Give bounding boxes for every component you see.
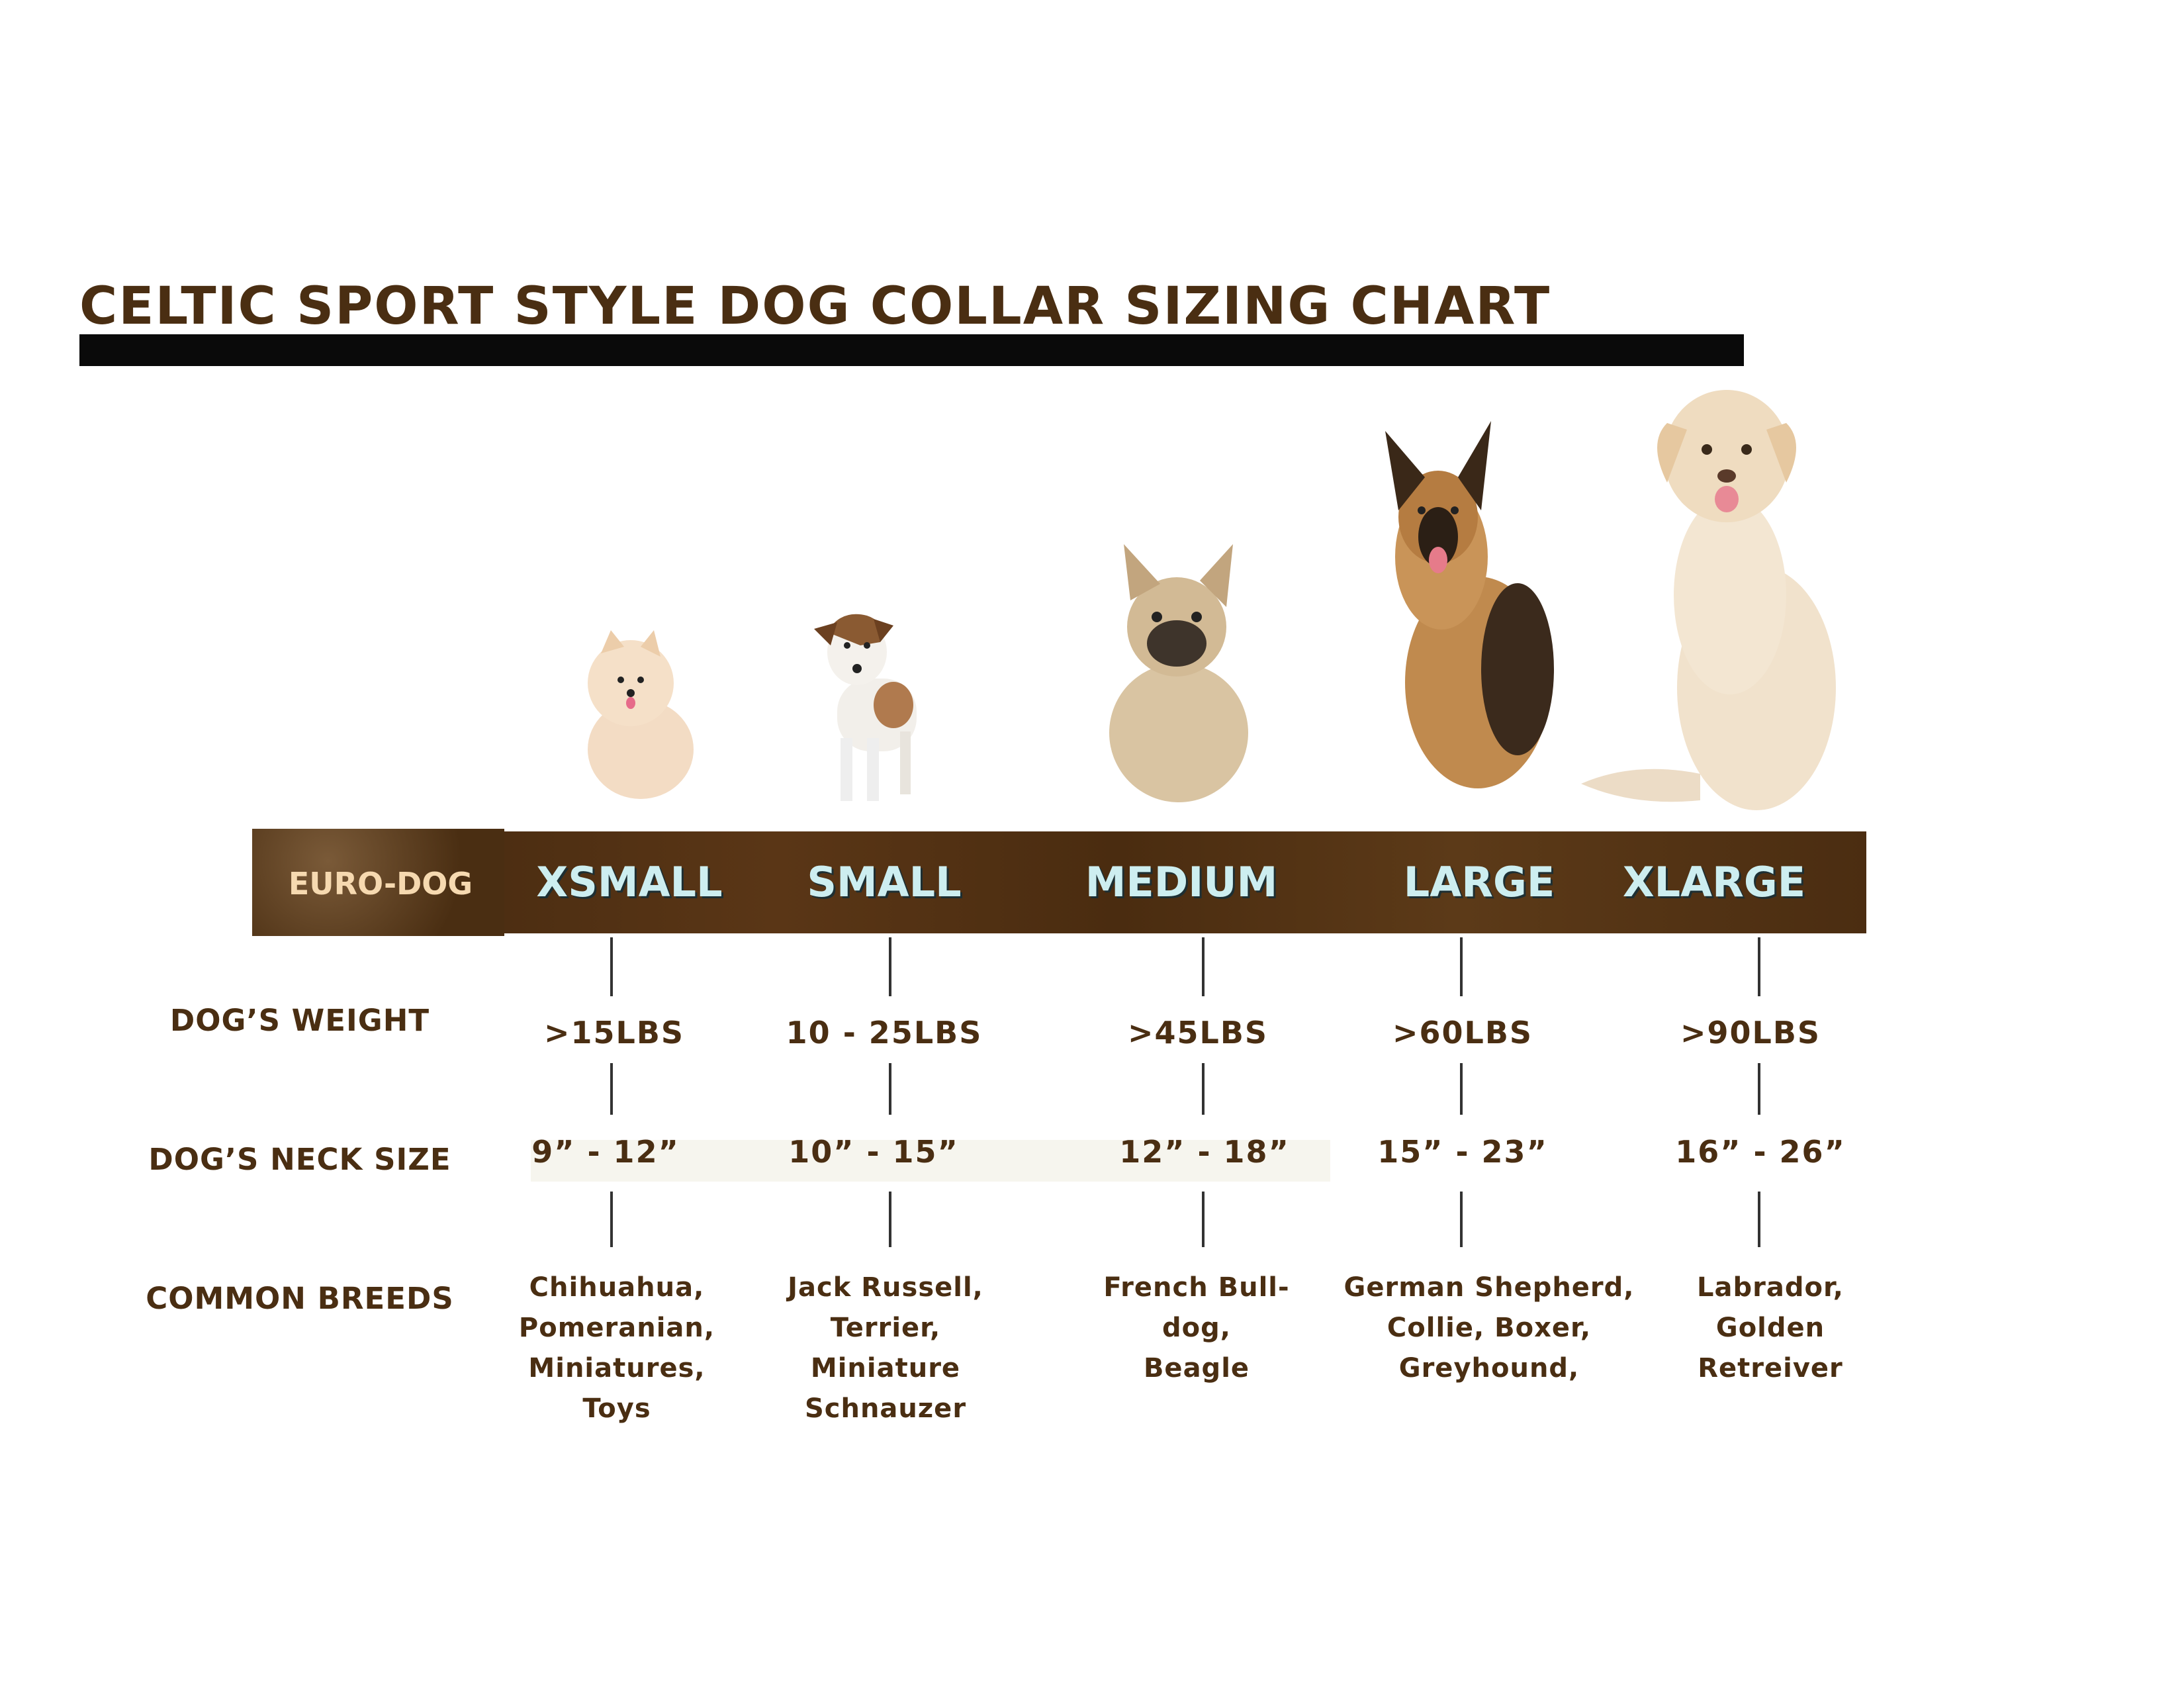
weight-row-label: DOG’S WEIGHT [169, 1003, 430, 1038]
size-small: SMALL [807, 858, 961, 906]
connector-line [1202, 937, 1205, 996]
breed-line: Toys [582, 1393, 651, 1424]
connector-line [1460, 1063, 1463, 1115]
jack-russell-photo [814, 614, 917, 801]
breed-line: Greyhound, [1398, 1353, 1580, 1383]
breed-line: Miniature [810, 1353, 961, 1383]
title-underline-bar [79, 334, 1744, 366]
breed-list: Jack Russell, Terrier, Miniature Schnauzer [788, 1268, 983, 1429]
breed-list: Labrador, Golden Retreiver [1697, 1268, 1844, 1389]
breed-line: French Bull- [1103, 1272, 1290, 1303]
breed-line: Collie, Boxer, [1387, 1313, 1592, 1343]
connector-line [1202, 1192, 1205, 1247]
size-label: SMALL [807, 858, 962, 906]
connector-line [1758, 1192, 1760, 1247]
connector-line [1460, 1192, 1463, 1247]
brand-badge [252, 829, 504, 936]
breed-line: Pomeranian, [518, 1313, 715, 1343]
breed-line: Retreiver [1698, 1353, 1843, 1383]
weight-value: >45LBS [1127, 1015, 1269, 1051]
connector-line [889, 1063, 891, 1115]
neck-value: 15” - 23” [1377, 1134, 1548, 1170]
breed-line: dog, [1162, 1313, 1231, 1343]
size-label: LARGE [1403, 858, 1555, 906]
breed-line: Miniatures, [528, 1353, 705, 1383]
breed-line: Golden [1715, 1313, 1825, 1343]
connector-line [610, 1192, 613, 1247]
breed-list: French Bull-dog, Beagle [1103, 1268, 1289, 1389]
size-label: MEDIUM [1085, 858, 1278, 906]
breed-line: Beagle [1143, 1353, 1250, 1383]
weight-value: >15LBS [543, 1015, 685, 1051]
connector-line [889, 1192, 891, 1247]
neck-value: 12” - 18” [1119, 1134, 1290, 1170]
neck-value: 9” - 12” [531, 1134, 680, 1170]
neck-value: 16” - 26” [1675, 1134, 1846, 1170]
breed-line: Chihuahua, [529, 1272, 705, 1303]
connector-line [1460, 937, 1463, 996]
breed-line: German Shepherd, [1343, 1272, 1635, 1303]
size-xlarge: XLARGE [1623, 858, 1805, 906]
weight-value: 10 - 25LBS [786, 1015, 983, 1051]
breed-list: Chihuahua, Pomeranian, Miniatures, Toys [519, 1268, 715, 1429]
connector-line [1758, 1063, 1760, 1115]
breed-line: Terrier, [830, 1313, 941, 1343]
size-band [504, 831, 1866, 933]
size-xsmall: XSMALL [536, 858, 722, 906]
brand-label: EURO-DOG [288, 866, 473, 902]
connector-line [610, 937, 613, 996]
size-medium: MEDIUM [1085, 858, 1278, 906]
connector-line [1758, 937, 1760, 996]
breeds-row-label: COMMON BREEDS [146, 1281, 454, 1316]
labrador-photo [1581, 390, 1836, 810]
breed-list: German Shepherd, Collie, Boxer, Greyhound, [1344, 1268, 1635, 1389]
neck-row-highlight [531, 1140, 1330, 1182]
connector-line [610, 1063, 613, 1115]
weight-value: >60LBS [1392, 1015, 1533, 1051]
neck-value: 10” - 15” [788, 1134, 959, 1170]
breed-line: Jack Russell, [788, 1272, 983, 1303]
french-bulldog-photo [1109, 544, 1248, 802]
size-large: LARGE [1404, 858, 1555, 906]
neck-row-label: DOG’S NECK SIZE [148, 1142, 451, 1177]
connector-line [889, 937, 891, 996]
size-prefix: X [536, 858, 569, 906]
breed-line: Schnauzer [804, 1393, 967, 1424]
pomeranian-photo [588, 630, 694, 799]
size-label: LARGE [1654, 858, 1806, 906]
size-label: SMALL [568, 858, 723, 906]
page-title: CELTIC SPORT STYLE DOG COLLAR SIZING CHA… [79, 277, 1551, 336]
connector-line [1202, 1063, 1205, 1115]
weight-value: >90LBS [1680, 1015, 1821, 1051]
breed-line: Labrador, [1697, 1272, 1844, 1303]
german-shepherd-photo [1385, 421, 1554, 788]
size-prefix: X [1622, 858, 1655, 906]
